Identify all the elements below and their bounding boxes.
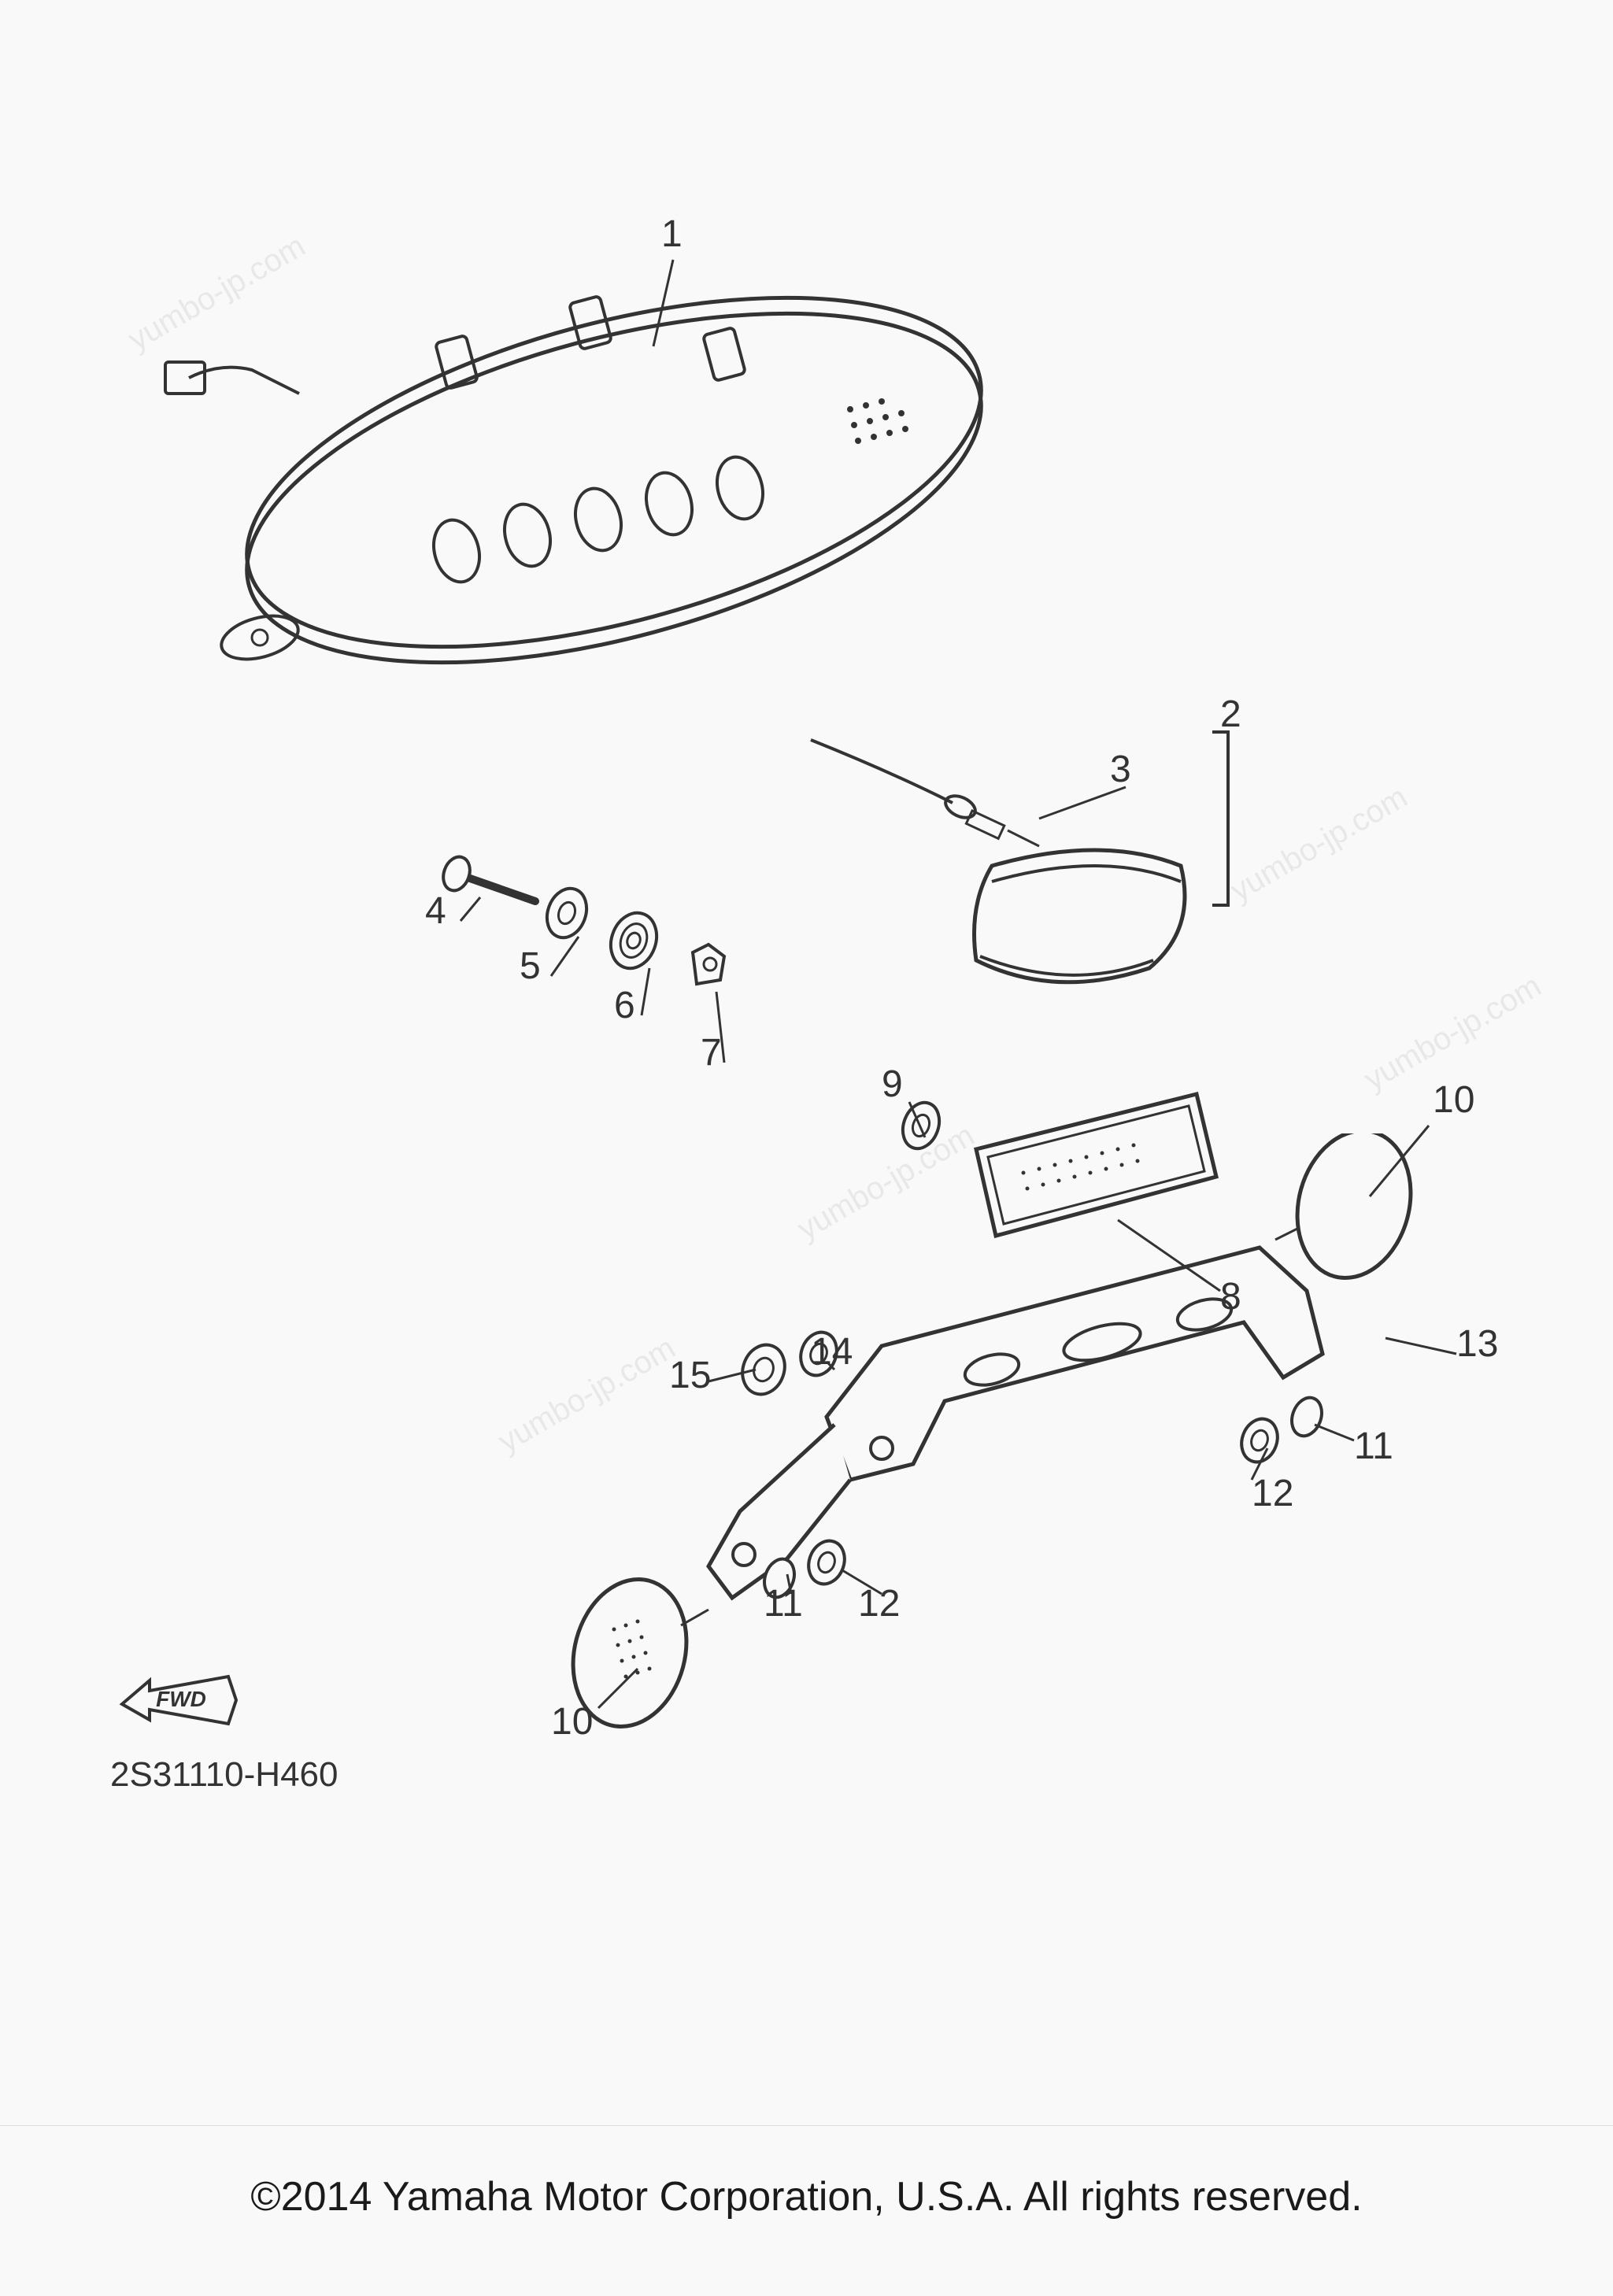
callout-10: 10	[1433, 1078, 1474, 1122]
callout-11b: 11	[764, 1582, 803, 1625]
parts-diagram: yumbo-jp.com yumbo-jp.com yumbo-jp.com y…	[0, 0, 1613, 2125]
license-bracket-icon	[551, 1133, 1456, 1763]
diagram-container: yumbo-jp.com yumbo-jp.com yumbo-jp.com y…	[0, 0, 1613, 2268]
callout-5: 5	[520, 945, 541, 988]
callout-2: 2	[1220, 693, 1241, 736]
callout-4: 4	[425, 889, 446, 933]
callout-1: 1	[661, 213, 683, 256]
svg-text:FWD: FWD	[156, 1687, 206, 1711]
callout-7: 7	[701, 1031, 722, 1074]
callout-10b: 10	[551, 1700, 593, 1743]
fwd-direction-icon: FWD	[110, 1661, 244, 1740]
tail-light-assembly-icon	[157, 252, 1102, 803]
license-light-icon	[771, 724, 1283, 1039]
callout-3: 3	[1110, 748, 1131, 791]
callout-12: 12	[1252, 1472, 1293, 1515]
callout-11: 11	[1354, 1425, 1393, 1468]
callout-12b: 12	[858, 1582, 900, 1625]
callout-14: 14	[811, 1330, 853, 1374]
callout-15: 15	[669, 1354, 711, 1397]
diagram-code: 2S31110-H460	[110, 1755, 338, 1795]
callout-6: 6	[614, 984, 635, 1027]
callout-9: 9	[882, 1063, 903, 1106]
callout-8: 8	[1220, 1275, 1241, 1318]
callout-13: 13	[1456, 1322, 1498, 1366]
copyright-text: ©2014 Yamaha Motor Corporation, U.S.A. A…	[0, 2125, 1613, 2268]
